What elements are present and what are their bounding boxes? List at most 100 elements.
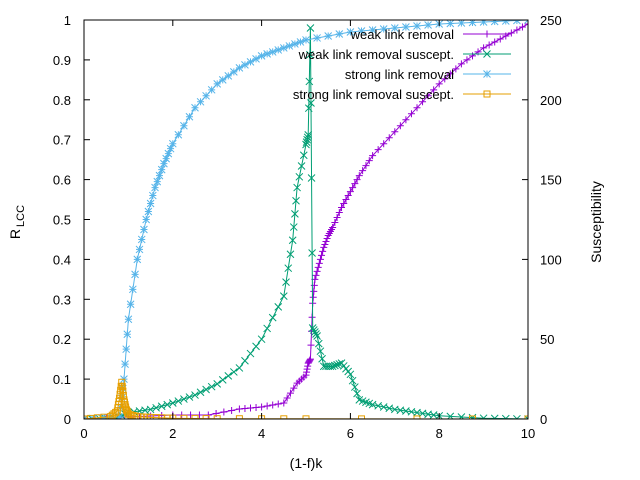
data-point <box>407 110 415 118</box>
data-point <box>331 361 339 370</box>
data-point <box>220 408 228 416</box>
y-tick-label: 0.3 <box>53 292 71 307</box>
data-point <box>162 154 170 163</box>
data-point <box>391 128 399 136</box>
data-point <box>241 356 249 365</box>
data-point <box>213 380 222 388</box>
data-point <box>457 413 466 419</box>
data-point <box>174 130 183 139</box>
data-point <box>196 97 205 106</box>
data-point <box>452 65 460 73</box>
data-point <box>168 139 177 148</box>
data-point <box>155 171 164 180</box>
data-point <box>496 35 504 43</box>
data-point <box>479 414 488 419</box>
data-point <box>314 263 322 271</box>
data-point <box>424 92 432 100</box>
data-point <box>368 26 377 34</box>
data-point <box>160 159 168 168</box>
data-point <box>309 326 318 334</box>
data-point <box>302 140 310 149</box>
data-point <box>122 405 130 413</box>
data-point <box>196 388 205 397</box>
data-point <box>302 371 310 379</box>
data-point <box>468 20 477 27</box>
data-point <box>269 401 277 409</box>
data-point <box>131 270 139 279</box>
data-point <box>252 342 260 351</box>
data-point <box>274 46 283 54</box>
data-point <box>308 249 316 257</box>
x-tick-label: 6 <box>347 426 354 441</box>
data-point <box>308 324 317 332</box>
data-point <box>316 347 325 356</box>
data-point <box>87 414 95 419</box>
data-point <box>128 285 137 294</box>
data-point <box>306 355 314 363</box>
data-point <box>148 191 157 200</box>
data-point <box>355 172 363 180</box>
data-point <box>268 48 277 56</box>
legend-marker <box>483 70 491 78</box>
data-point <box>328 362 337 371</box>
y2-tick-label: 250 <box>540 13 562 28</box>
data-point <box>310 287 318 295</box>
data-point <box>191 103 199 112</box>
data-point <box>303 365 311 373</box>
data-point <box>224 372 233 380</box>
data-point <box>124 410 132 418</box>
data-point <box>129 411 137 419</box>
data-point <box>127 411 135 419</box>
data-point <box>342 196 350 204</box>
data-point <box>286 389 294 397</box>
data-point <box>303 135 311 144</box>
data-point <box>485 41 493 49</box>
legend-label: weak link removal suscept. <box>298 47 454 62</box>
data-point <box>140 225 148 234</box>
data-point <box>290 384 298 392</box>
data-point <box>390 24 399 32</box>
data-point <box>351 180 359 188</box>
data-point <box>119 391 127 399</box>
data-point <box>122 345 131 354</box>
data-point <box>446 70 454 78</box>
y-tick-label: 1 <box>64 13 71 28</box>
y2-tick-label: 200 <box>540 93 562 108</box>
data-point <box>185 393 194 401</box>
data-point <box>123 407 131 415</box>
data-point <box>157 402 166 411</box>
data-point <box>338 204 346 212</box>
data-point <box>291 210 299 218</box>
data-point <box>224 72 233 80</box>
y-tick-label: 0.9 <box>53 53 71 68</box>
data-point <box>289 223 298 231</box>
data-point <box>318 251 326 259</box>
data-point <box>279 44 288 52</box>
data-point <box>321 240 329 248</box>
data-point <box>346 188 354 196</box>
data-point <box>153 177 162 186</box>
data-point <box>304 362 312 370</box>
data-point <box>146 199 155 208</box>
data-point <box>218 376 227 384</box>
data-point <box>469 52 476 60</box>
data-point <box>430 86 438 94</box>
data-point <box>174 397 183 405</box>
x-tick-label: 8 <box>436 426 443 441</box>
data-point <box>180 414 188 419</box>
data-point <box>185 112 194 121</box>
data-point <box>246 349 255 358</box>
data-point <box>385 134 393 142</box>
data-point <box>457 20 466 27</box>
data-point <box>257 335 266 344</box>
data-point <box>302 36 310 44</box>
x-tick-label: 2 <box>169 426 176 441</box>
data-point <box>288 236 297 245</box>
data-point <box>274 400 282 408</box>
plot-frame <box>83 19 529 420</box>
data-point <box>121 398 129 406</box>
data-point <box>241 61 249 69</box>
data-point <box>218 75 227 84</box>
data-point <box>164 149 173 158</box>
y-tick-label: 0.7 <box>53 133 71 148</box>
